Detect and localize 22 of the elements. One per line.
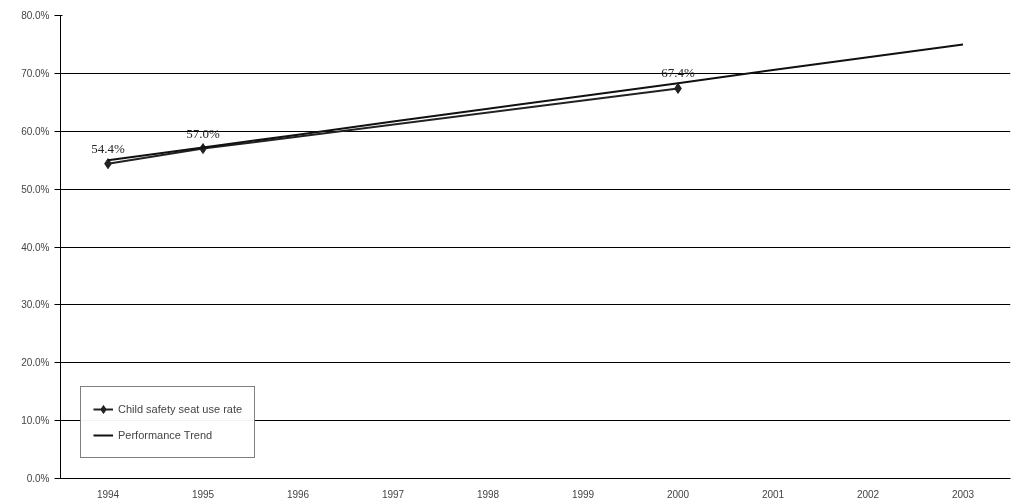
x-tick-label: 1997 [381,488,405,500]
legend-label: Performance Trend [118,429,213,441]
y-tick-label: 80.0% [21,10,50,21]
y-tick-label: 0.0% [26,473,50,484]
y-tick-label: 40.0% [21,241,50,253]
y-tick-label: 50.0% [21,183,50,195]
y-tick-label: 10.0% [21,415,50,427]
x-tick-label: 2002 [856,488,880,500]
x-tick-label: 2001 [761,488,785,500]
x-tick-label: 1996 [286,488,310,500]
x-tick-label: 1999 [571,488,595,500]
y-tick-label: 70.0% [21,67,50,79]
legend-label: Child safety seat use rate [118,403,243,415]
x-tick-label: 1995 [191,488,215,500]
y-tick-label: 20.0% [21,357,50,369]
data-label: 54.4% [91,140,125,156]
x-tick-label: 1998 [476,488,500,500]
x-tick-label: 2000 [666,488,690,500]
x-tick-label: 1994 [96,488,120,500]
y-tick-label: 30.0% [21,299,50,311]
y-tick-label: 60.0% [21,125,50,137]
x-tick-label: 2003 [951,488,975,500]
